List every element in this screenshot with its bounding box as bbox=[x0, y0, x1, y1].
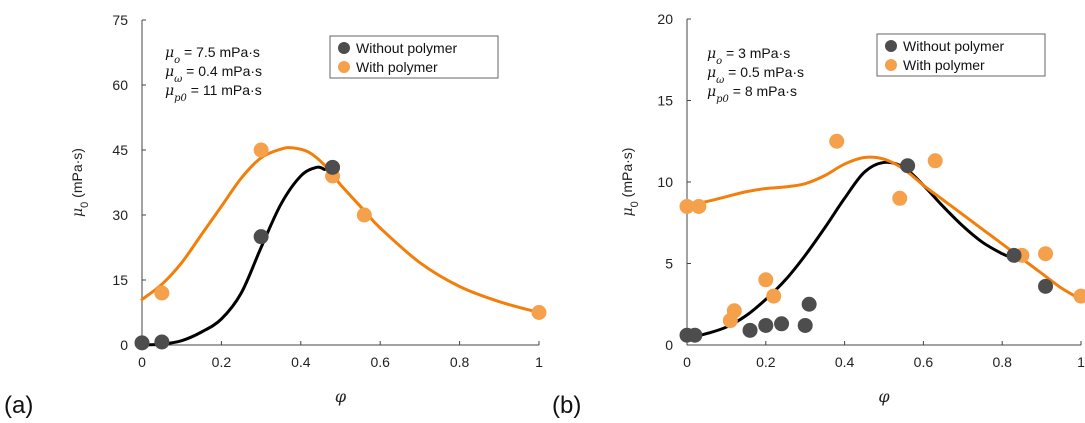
with-polymer-point bbox=[758, 272, 774, 288]
x-axis-label: φ bbox=[878, 387, 890, 406]
legend-label: With polymer bbox=[356, 59, 438, 75]
without-polymer-point bbox=[325, 159, 341, 175]
without-polymer-curve bbox=[140, 165, 327, 347]
parameter-annotation: μo = 3 mPa·s bbox=[707, 45, 790, 67]
x-tick-label: 1 bbox=[1077, 354, 1085, 370]
parameter-annotation: μp0 = 11 mPa·s bbox=[165, 82, 262, 104]
parameter-annotation: μω = 0.4 mPa·s bbox=[165, 63, 262, 85]
panel-b: 0 5 10 15 20 0 0.2 0.4 0.6 0.8 1 φ μ0 (mPa·s) (b) μo =… bbox=[552, 11, 1085, 419]
x-tick-label: 0.2 bbox=[212, 354, 232, 370]
y-tick-label: 20 bbox=[657, 11, 673, 27]
y-tick-label: 75 bbox=[112, 12, 128, 28]
legend-marker bbox=[885, 40, 897, 52]
panel-label: (a) bbox=[4, 392, 33, 419]
without-polymer-point bbox=[134, 335, 150, 351]
parameter-annotation: μω = 0.5 mPa·s bbox=[707, 64, 804, 86]
legend-label: Without polymer bbox=[903, 38, 1004, 54]
with-polymer-point bbox=[531, 305, 547, 320]
y-axis-label: μ0 (mPa·s) bbox=[69, 148, 91, 217]
parameter-annotation: μp0 = 8 mPa·s bbox=[707, 83, 797, 105]
with-polymer-curve bbox=[140, 146, 541, 314]
without-polymer-point bbox=[742, 322, 758, 338]
y-tick-label: 10 bbox=[657, 174, 673, 190]
without-polymer-point bbox=[1006, 247, 1022, 263]
y-tick-label: 0 bbox=[665, 337, 673, 353]
x-tick-label: 1 bbox=[535, 354, 543, 370]
y-tick-label: 60 bbox=[112, 77, 128, 93]
with-polymer-point bbox=[679, 198, 695, 214]
y-tick-label: 0 bbox=[120, 337, 128, 353]
panel-label: (b) bbox=[552, 392, 581, 419]
with-polymer-point bbox=[1073, 288, 1085, 304]
without-polymer-point bbox=[1038, 278, 1054, 294]
legend-label: With polymer bbox=[903, 57, 985, 73]
y-tick-label: 15 bbox=[657, 93, 673, 109]
with-polymer-point bbox=[356, 207, 372, 223]
with-polymer-point bbox=[253, 142, 269, 158]
legend-box bbox=[876, 33, 1046, 77]
x-tick-label: 0.2 bbox=[756, 354, 776, 370]
y-tick-label: 30 bbox=[112, 207, 128, 223]
x-tick-label: 0.4 bbox=[835, 354, 855, 370]
with-polymer-point bbox=[726, 303, 742, 319]
with-polymer-point bbox=[892, 190, 908, 206]
x-tick-label: 0.6 bbox=[370, 354, 390, 370]
legend-label: Without polymer bbox=[356, 40, 457, 56]
without-polymer-point bbox=[801, 296, 817, 312]
without-polymer-point bbox=[154, 334, 170, 350]
without-polymer-point bbox=[758, 317, 774, 333]
with-polymer-point bbox=[691, 198, 707, 214]
x-tick-label: 0 bbox=[138, 354, 146, 370]
with-polymer-curve bbox=[685, 155, 1083, 301]
parameter-annotation: μo = 7.5 mPa·s bbox=[165, 44, 260, 66]
x-tick-label: 0.6 bbox=[914, 354, 934, 370]
y-tick-label: 15 bbox=[112, 272, 128, 288]
x-axis-label: φ bbox=[335, 387, 347, 406]
without-polymer-point bbox=[687, 327, 703, 343]
legend-marker bbox=[885, 59, 897, 71]
with-polymer-point bbox=[1038, 246, 1054, 262]
y-axis-label: μ0 (mPa·s) bbox=[619, 148, 641, 217]
with-polymer-point bbox=[829, 133, 845, 149]
x-tick-label: 0.4 bbox=[291, 354, 311, 370]
with-polymer-point bbox=[154, 285, 170, 301]
without-polymer-curve bbox=[685, 160, 1012, 340]
without-polymer-point bbox=[774, 316, 790, 332]
x-tick-label: 0 bbox=[683, 354, 691, 370]
without-polymer-point bbox=[900, 158, 916, 174]
with-polymer-point bbox=[927, 153, 943, 169]
x-tick-label: 0.8 bbox=[992, 354, 1012, 370]
y-tick-label: 45 bbox=[112, 142, 128, 158]
x-tick-label: 0.8 bbox=[450, 354, 470, 370]
with-polymer-point bbox=[766, 288, 782, 304]
without-polymer-point bbox=[253, 229, 269, 245]
legend-box bbox=[329, 35, 499, 79]
y-tick-label: 5 bbox=[665, 256, 673, 272]
legend-marker bbox=[338, 42, 350, 54]
panel-a: 0 15 30 45 60 75 0 0.2 0.4 0.6 0.8 1 φ μ0 (mPa·s) (a) μ… bbox=[4, 12, 547, 419]
without-polymer-point bbox=[797, 317, 813, 333]
legend-marker bbox=[338, 61, 350, 73]
